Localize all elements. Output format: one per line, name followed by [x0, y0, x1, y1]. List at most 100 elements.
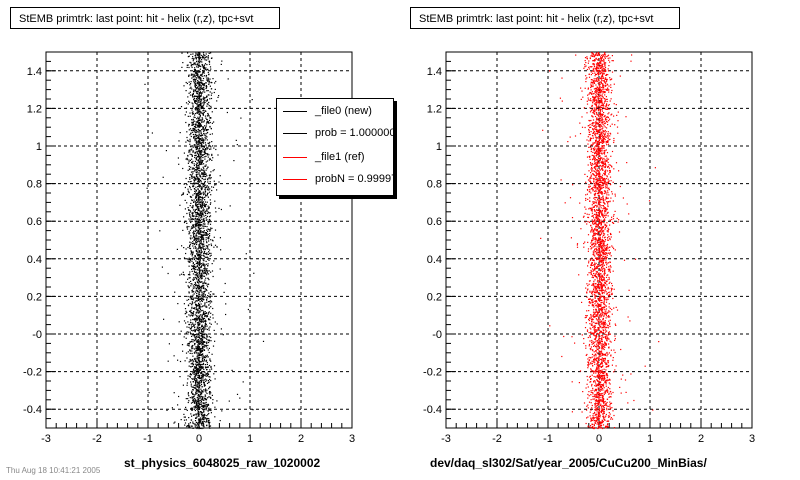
data-point [197, 357, 199, 359]
data-point [202, 374, 204, 376]
data-point [196, 379, 198, 381]
data-point [191, 390, 193, 392]
data-point [198, 395, 200, 398]
data-point [194, 112, 197, 115]
data-point [202, 209, 204, 211]
data-point [195, 384, 197, 386]
data-point [600, 106, 603, 109]
data-point [196, 368, 198, 370]
data-point [188, 231, 190, 233]
data-point [207, 114, 209, 117]
data-point [202, 166, 204, 168]
data-point [207, 237, 209, 239]
data-point [208, 419, 210, 421]
data-point [589, 280, 591, 282]
data-point [188, 314, 190, 316]
data-point [198, 62, 201, 64]
data-point [199, 116, 201, 118]
data-point [195, 383, 197, 385]
data-point [581, 301, 583, 303]
data-point [214, 321, 216, 323]
data-point [200, 105, 202, 107]
data-point [196, 273, 198, 275]
data-point [204, 139, 206, 141]
data-point [579, 370, 582, 372]
data-point [594, 406, 596, 408]
data-point [193, 335, 196, 337]
data-point [195, 287, 197, 289]
data-point [199, 142, 201, 144]
data-point [584, 173, 586, 175]
data-point [189, 376, 191, 378]
data-point [587, 241, 589, 243]
data-point [189, 375, 191, 377]
data-point [208, 222, 210, 224]
data-point [198, 334, 200, 337]
data-point [197, 188, 199, 190]
data-point [198, 391, 200, 393]
data-point [205, 219, 207, 221]
data-point [198, 111, 200, 113]
data-point [598, 427, 601, 429]
data-point [597, 64, 600, 66]
data-point [200, 80, 202, 82]
legend-line-red [283, 178, 307, 180]
data-point [202, 128, 204, 130]
data-point [220, 208, 222, 211]
data-point [201, 212, 203, 214]
data-point [203, 341, 205, 343]
data-point [612, 246, 614, 248]
data-point [197, 344, 199, 346]
data-point [180, 330, 182, 332]
data-point [200, 179, 202, 181]
data-point [595, 161, 597, 164]
data-point [204, 333, 206, 335]
data-point [200, 335, 202, 337]
data-point [623, 259, 626, 261]
data-point [240, 117, 242, 119]
data-point [596, 375, 598, 377]
data-point [189, 328, 191, 330]
data-point [591, 162, 593, 165]
data-point [587, 397, 589, 399]
data-point [196, 390, 198, 392]
data-point [210, 127, 212, 130]
data-point [596, 423, 598, 425]
data-point [599, 67, 602, 69]
data-point [189, 360, 191, 362]
data-point [596, 267, 599, 269]
data-point [598, 327, 600, 329]
data-point [199, 348, 201, 350]
data-point [196, 178, 198, 180]
data-point [193, 233, 195, 235]
data-point [197, 55, 199, 57]
data-point [206, 366, 209, 368]
data-point [193, 284, 195, 286]
data-point [203, 328, 206, 330]
data-point [198, 428, 200, 430]
data-point [593, 351, 595, 353]
data-point [611, 364, 613, 366]
data-point [598, 157, 600, 159]
data-point [606, 326, 608, 328]
data-point [614, 193, 616, 195]
data-point [202, 336, 204, 338]
data-point [593, 345, 595, 347]
data-point [194, 102, 196, 104]
data-point [198, 366, 200, 368]
data-point [205, 268, 207, 270]
data-point [199, 250, 201, 252]
data-point [197, 74, 199, 76]
data-point [196, 354, 198, 356]
data-point [198, 426, 200, 428]
data-point [591, 204, 593, 206]
data-point [208, 327, 210, 329]
data-point [197, 56, 199, 58]
data-point [203, 173, 205, 175]
data-point [198, 262, 201, 264]
legend-line-red [283, 156, 307, 158]
data-point [596, 329, 598, 331]
data-point [195, 306, 197, 308]
data-point [203, 150, 205, 152]
data-point [208, 174, 210, 176]
